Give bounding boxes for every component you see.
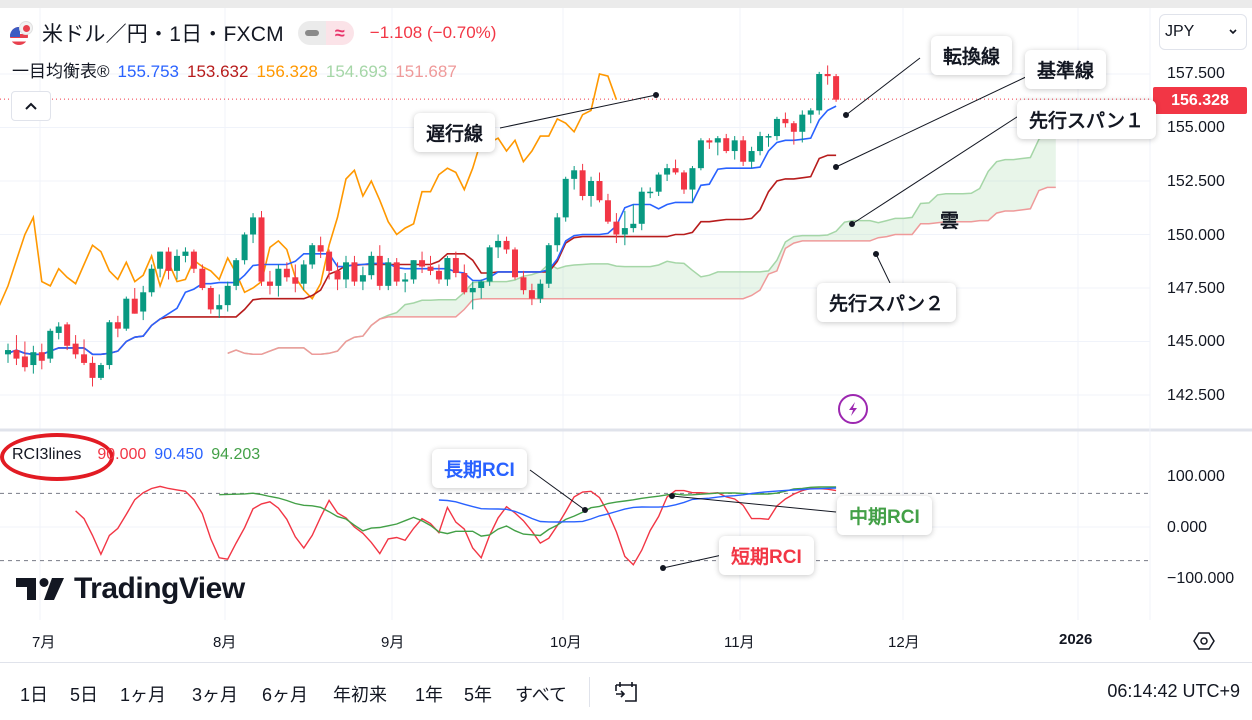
delayed-data-icon: ≈ (325, 21, 354, 45)
market-status-pill[interactable]: ≈ (297, 21, 354, 45)
price-tick: 152.500 (1167, 173, 1225, 190)
price-tick: 142.500 (1167, 387, 1225, 404)
rci-name: RCI3lines (12, 446, 82, 463)
span1-value: 154.693 (325, 62, 388, 81)
range-5y[interactable]: 5年 (464, 685, 493, 705)
currency-select[interactable]: JPY (1159, 14, 1247, 50)
usd-jpy-flag-icon (10, 21, 34, 45)
ichimoku-legend[interactable]: 一目均衡表® 155.753 153.632 156.328 154.693 1… (12, 57, 457, 82)
range-all[interactable]: すべて (515, 685, 568, 705)
chevron-up-icon (25, 102, 37, 110)
top-strip (0, 0, 1252, 8)
callout-tenkan[interactable]: 転換線 (931, 36, 1013, 75)
rci-long-value: 90.450 (154, 446, 204, 463)
range-3m[interactable]: 3ヶ月 (192, 685, 239, 705)
calendar-goto-icon (615, 682, 637, 702)
toolbar-divider (589, 677, 590, 707)
time-label: 9月 (381, 634, 405, 651)
price-tick: 150.000 (1167, 227, 1225, 244)
callout-rci-mid[interactable]: 中期RCI (837, 496, 932, 535)
chart-settings-icon[interactable] (1193, 630, 1215, 657)
tradingview-logo-text: TradingView (74, 572, 245, 605)
lightning-icon[interactable] (838, 394, 868, 424)
range-1d[interactable]: 1日 (20, 685, 49, 705)
price-tick: 155.000 (1167, 119, 1225, 136)
time-label: 10月 (550, 634, 582, 651)
ichimoku-name: 一目均衡表® (12, 62, 110, 81)
span2-value: 151.687 (395, 62, 457, 81)
last-price-label: 156.328 (1153, 87, 1247, 114)
rci-tick: 0.000 (1167, 519, 1208, 536)
callout-rci-short[interactable]: 短期RCI (719, 536, 814, 575)
range-1m[interactable]: 1ヶ月 (120, 685, 167, 705)
price-tick: 157.500 (1167, 65, 1225, 82)
collapse-legend-button[interactable] (11, 91, 51, 121)
tradingview-logo[interactable]: TradingView (16, 572, 245, 606)
clock[interactable]: 06:14:42 UTC+9 (1107, 681, 1240, 701)
rci-mid-value: 94.203 (211, 446, 261, 463)
time-label: 8月 (213, 634, 237, 651)
kijun-value: 153.632 (186, 62, 249, 81)
rci-tick: 100.000 (1167, 468, 1225, 485)
price-tick: 145.000 (1167, 333, 1225, 350)
rci-short-value: 90.000 (97, 446, 147, 463)
time-label: 11月 (724, 634, 755, 651)
callout-span1[interactable]: 先行スパン１ (1017, 100, 1156, 139)
tradingview-logo-icon (16, 578, 64, 600)
bottom-toolbar: 1日 5日 1ヶ月 3ヶ月 6ヶ月 年初来 1年 5年 すべて 06:14:42… (0, 662, 1252, 720)
closed-market-icon (297, 21, 326, 45)
price-change: −1.108 (−0.70%) (369, 23, 497, 42)
currency-value: JPY (1165, 23, 1195, 40)
symbol-legend[interactable]: 米ドル／円・1日・FXCM ≈ −1.108 (−0.70%) (10, 18, 496, 48)
highlight-ellipse (0, 433, 114, 481)
time-label-year: 2026 (1059, 631, 1093, 648)
cloud-label: 雲 (940, 211, 960, 232)
callout-rci-long[interactable]: 長期RCI (432, 449, 527, 488)
rci-legend[interactable]: RCI3lines 90.000 90.450 94.203 (12, 446, 260, 464)
time-label: 12月 (888, 634, 920, 651)
rci-tick: −100.000 (1167, 570, 1235, 587)
price-tick: 147.500 (1167, 280, 1225, 297)
chikou-value: 156.328 (256, 62, 318, 81)
time-label: 7月 (32, 634, 56, 651)
range-5d[interactable]: 5日 (70, 685, 99, 705)
tenkan-value: 155.753 (117, 62, 179, 81)
symbol-title[interactable]: 米ドル／円・1日・FXCM (42, 23, 284, 46)
callout-kijun[interactable]: 基準線 (1025, 50, 1107, 89)
range-6m[interactable]: 6ヶ月 (262, 685, 309, 705)
goto-date-button[interactable] (612, 677, 640, 710)
chevron-down-icon (1229, 29, 1237, 35)
range-ytd[interactable]: 年初来 (333, 685, 387, 705)
callout-span2[interactable]: 先行スパン２ (817, 283, 956, 322)
callout-chikou[interactable]: 遅行線 (414, 113, 496, 152)
range-1y[interactable]: 1年 (415, 685, 444, 705)
